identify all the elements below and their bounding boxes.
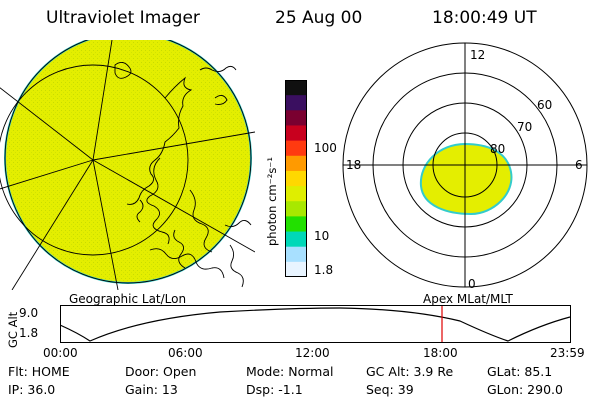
lat-label-80: 80 xyxy=(490,142,505,156)
altitude-curve xyxy=(60,307,571,342)
instrument-title: Ultraviolet Imager xyxy=(46,8,200,28)
colorbar-band xyxy=(285,186,307,202)
geo-image-disk xyxy=(4,40,252,284)
info-flt: Flt: HOME xyxy=(8,364,70,379)
colorbar xyxy=(285,80,307,278)
colorbar-band xyxy=(285,170,307,187)
time-tick-1800: 18:00 xyxy=(423,346,458,360)
info-seq: Seq: 39 xyxy=(366,382,414,397)
colorbar-band xyxy=(285,216,307,233)
info-mode: Mode: Normal xyxy=(246,364,334,379)
colorbar-label: photon cm⁻²s⁻¹ xyxy=(265,157,279,246)
svg-text:GC Alt: GC Alt xyxy=(6,311,20,348)
time-tick-2359: 23:59 xyxy=(550,346,585,360)
colorbar-tick-100: 100 xyxy=(314,141,337,155)
coastlines xyxy=(114,62,252,288)
colorbar-gradient xyxy=(285,80,307,278)
time-tick-0600: 06:00 xyxy=(168,346,203,360)
time-tick-1200: 12:00 xyxy=(295,346,330,360)
timeline-right-title: Apex MLat/MLT xyxy=(423,292,513,306)
colorbar-tick-10: 10 xyxy=(314,229,330,243)
polar-plot: 12 18 6 0 60 70 80 xyxy=(342,42,588,291)
auroral-oval xyxy=(419,142,513,216)
time-label: 18:00:49 UT xyxy=(432,8,537,28)
timeline-ytick-1-8: 1.8 xyxy=(19,326,39,340)
colorbar-frame xyxy=(285,80,307,277)
mlt-label-18: 18 xyxy=(346,158,361,172)
altitude-timeline xyxy=(60,305,571,343)
mlt-label-0: 0 xyxy=(468,277,476,291)
lat-label-70: 70 xyxy=(517,120,532,134)
geographic-map xyxy=(0,40,255,290)
svg-text:photon cm⁻²s⁻¹: photon cm⁻²s⁻¹ xyxy=(265,157,279,246)
colorbar-band xyxy=(285,80,307,96)
info-glon: GLon: 290.0 xyxy=(487,382,563,397)
info-glat: GLat: 85.1 xyxy=(487,364,553,379)
info-door: Door: Open xyxy=(125,364,197,379)
date-label: 25 Aug 00 xyxy=(275,8,363,28)
colorbar-tick-1-8: 1.8 xyxy=(314,263,334,277)
colorbar-band xyxy=(285,231,307,248)
colorbar-band xyxy=(285,155,307,172)
colorbar-band xyxy=(285,201,307,217)
timeline-axis-label: GC Alt xyxy=(6,311,20,348)
info-ip: IP: 36.0 xyxy=(8,382,56,397)
colorbar-band xyxy=(285,140,307,157)
colorbar-band xyxy=(285,261,307,278)
mlt-label-6: 6 xyxy=(575,158,583,172)
time-tick-0000: 00:00 xyxy=(43,346,78,360)
info-gain: Gain: 13 xyxy=(125,382,178,397)
timeline-left-title: Geographic Lat/Lon xyxy=(69,292,187,306)
geo-grid xyxy=(0,40,255,290)
colorbar-band xyxy=(285,125,307,142)
timeline-ytick-9: 9.0 xyxy=(19,306,39,320)
mlt-label-12: 12 xyxy=(470,48,485,62)
colorbar-band xyxy=(285,95,307,111)
colorbar-band xyxy=(285,246,307,263)
lat-label-60: 60 xyxy=(537,98,552,112)
info-gc-alt: GC Alt: 3.9 Re xyxy=(366,364,454,379)
info-dsp: Dsp: -1.1 xyxy=(246,382,303,397)
colorbar-band xyxy=(285,110,307,126)
timeline-frame xyxy=(60,305,571,343)
